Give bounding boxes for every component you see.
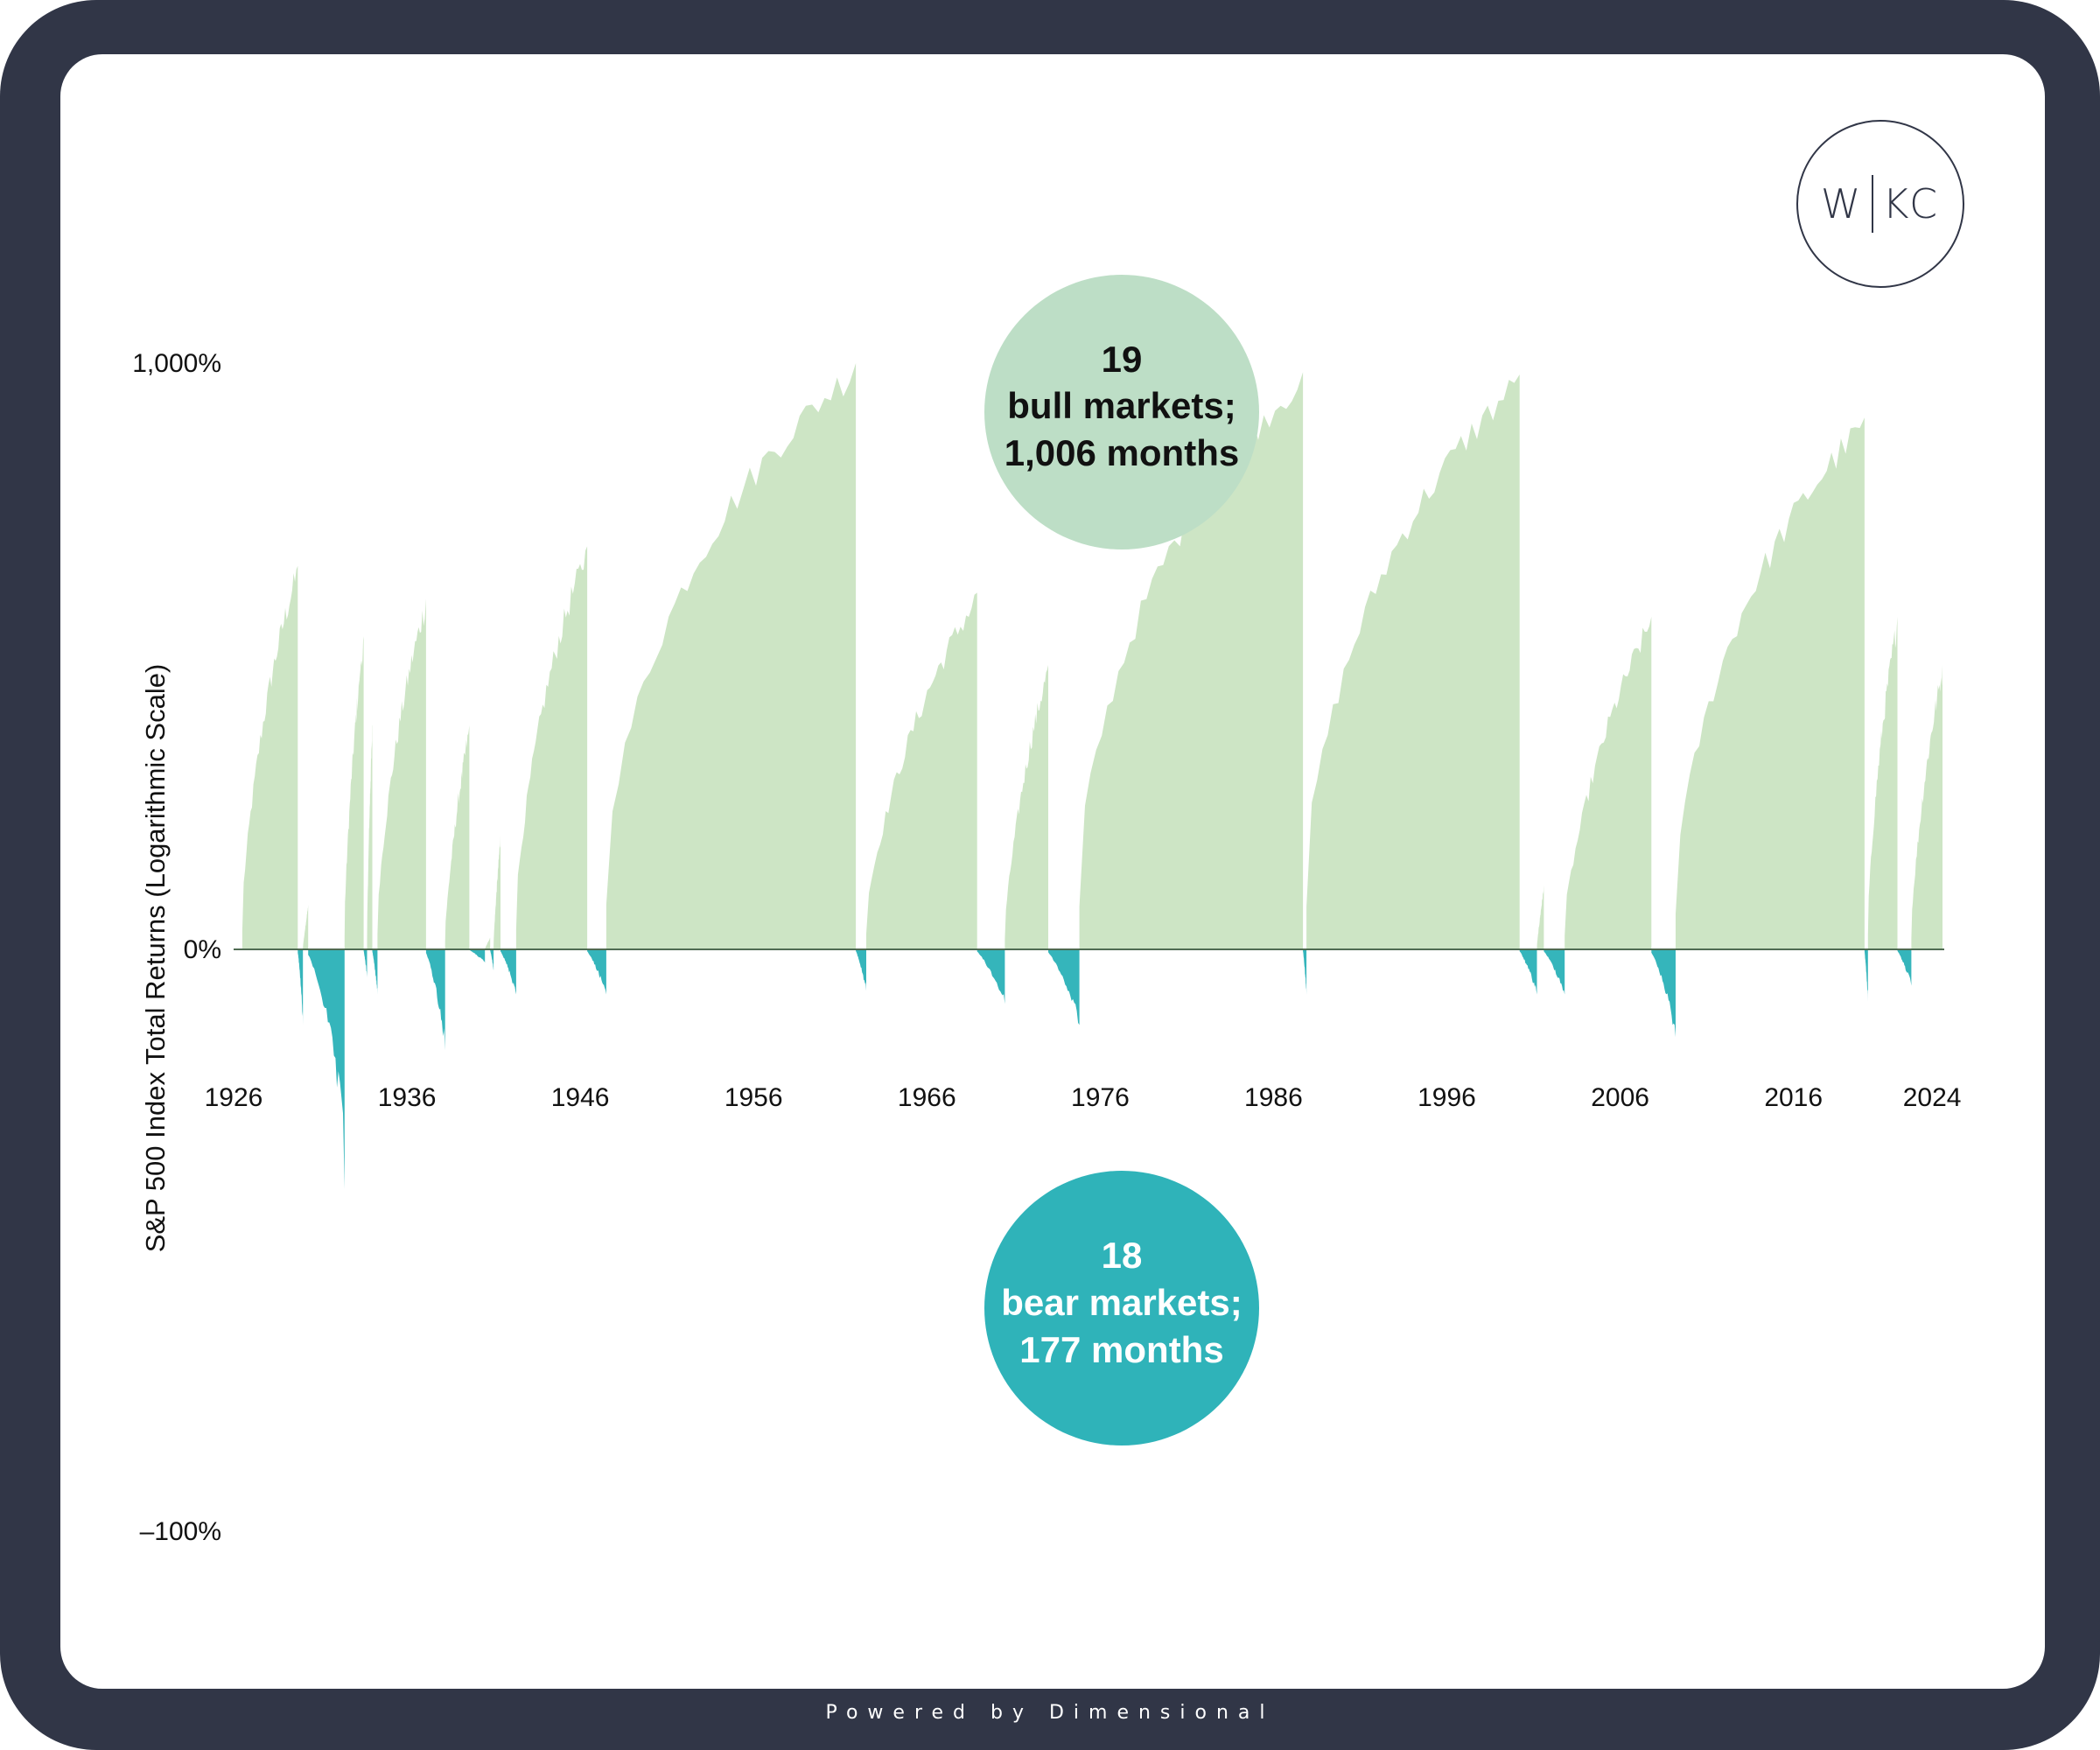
bear-market-area	[1651, 949, 1676, 1038]
bear-market-area	[298, 949, 304, 1026]
bull-market-area	[303, 905, 309, 949]
bull-market-area	[444, 725, 470, 949]
x-tick-label: 1976	[1071, 1083, 1130, 1112]
bull-months: 1,006 months	[1004, 432, 1239, 473]
bear-bubble: 18 bear markets; 177 months	[984, 1171, 1259, 1446]
bull-count: 19	[1102, 339, 1143, 380]
bear-market-area	[500, 949, 516, 995]
bull-market-area	[866, 592, 977, 949]
bull-bubble: 19 bull markets; 1,006 months	[984, 275, 1259, 550]
x-tick-label: 1936	[378, 1083, 437, 1112]
bull-market-area	[377, 598, 426, 949]
x-tick-label: 1946	[551, 1083, 610, 1112]
bull-market-area	[1564, 616, 1652, 949]
y-axis-title: S&P 500 Index Total Returns (Logarithmic…	[140, 664, 171, 1253]
x-axis-ticks: 1926 1936 1946 1956 1966 1976 1986 1996 2006 2016…	[205, 1083, 1962, 1112]
bull-market-area	[515, 546, 588, 949]
x-tick-label: 1956	[724, 1083, 783, 1112]
bear-label: bear markets;	[1001, 1282, 1242, 1323]
bull-market-area	[1004, 665, 1048, 949]
bear-market-area	[587, 949, 606, 995]
bear-market-area	[1897, 949, 1912, 986]
bear-market-area	[976, 949, 1005, 1004]
bull-market-area	[1079, 372, 1304, 949]
bull-market-area	[1911, 665, 1942, 949]
bull-market-area	[494, 834, 500, 949]
bull-market-area	[606, 363, 857, 949]
wkc-logo: W KC	[1796, 120, 1964, 288]
bear-market-areas	[298, 949, 1912, 1189]
bull-market-area	[1676, 417, 1865, 949]
bear-market-area	[425, 949, 445, 1051]
bull-market-area	[1536, 885, 1544, 949]
bear-market-area	[490, 949, 494, 970]
bull-bubble-circle	[984, 275, 1259, 550]
bear-market-area	[856, 949, 866, 991]
x-tick-label: 1926	[205, 1083, 263, 1112]
bull-market-area	[1306, 374, 1520, 949]
bear-market-area	[469, 949, 486, 963]
logo-divider	[1872, 175, 1874, 233]
bear-market-area	[1519, 949, 1537, 995]
bull-market-area	[367, 725, 373, 949]
bear-bubble-circle	[984, 1171, 1259, 1446]
bear-months: 177 months	[1019, 1329, 1223, 1370]
y-tick-label: 0%	[184, 935, 221, 964]
x-tick-label: 1986	[1244, 1083, 1303, 1112]
bear-count: 18	[1102, 1235, 1143, 1276]
bull-market-area	[242, 565, 298, 949]
bull-market-area	[485, 937, 491, 949]
bear-market-area	[1544, 949, 1565, 995]
y-axis-ticks: 1,000% 0% –100%	[132, 349, 221, 1546]
logo-letters-kc: KC	[1882, 180, 1941, 228]
bear-market-area	[308, 949, 345, 1189]
bull-market-area	[344, 636, 364, 949]
x-tick-label: 1966	[898, 1083, 956, 1112]
y-tick-label: –100%	[140, 1517, 221, 1546]
x-tick-label: 2006	[1591, 1083, 1649, 1112]
logo-letter-w: W	[1820, 180, 1864, 228]
x-tick-label: 1996	[1418, 1083, 1476, 1112]
bear-market-area	[363, 949, 368, 978]
bear-market-area	[1048, 949, 1080, 1026]
x-tick-label: 2024	[1903, 1083, 1962, 1112]
bull-market-area	[1867, 616, 1898, 949]
bull-label: bull markets;	[1007, 385, 1236, 426]
y-tick-label: 1,000%	[132, 349, 221, 378]
bear-market-area	[372, 949, 378, 995]
bear-market-area	[1864, 949, 1868, 1002]
x-tick-label: 2016	[1764, 1083, 1823, 1112]
bear-market-area	[1303, 949, 1307, 995]
bull-market-areas	[242, 363, 1942, 949]
powered-by-footer: Powered by Dimensional	[825, 1702, 1275, 1724]
